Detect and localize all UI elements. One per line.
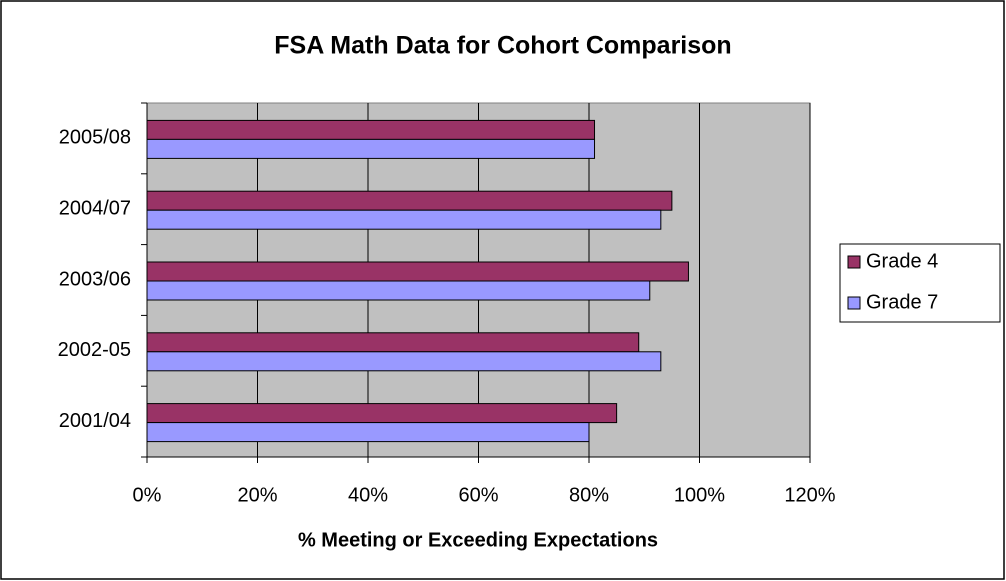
x-tick-label: 60% xyxy=(458,484,498,506)
y-tick-label: 2002-05 xyxy=(58,339,131,361)
x-tick-label: 100% xyxy=(674,484,725,506)
bar xyxy=(146,119,596,140)
bar xyxy=(146,138,596,159)
bar xyxy=(146,422,590,443)
x-tick-label: 80% xyxy=(569,484,609,506)
legend-swatch xyxy=(847,296,861,310)
bar xyxy=(146,403,618,424)
y-tick-label: 2005/08 xyxy=(59,127,131,149)
y-tick-label: 2004/07 xyxy=(59,197,131,219)
legend-box xyxy=(839,243,1001,323)
y-tick-label: 2003/06 xyxy=(59,268,131,290)
x-tick-label: 120% xyxy=(784,484,835,506)
x-axis-label: % Meeting or Exceeding Expectations xyxy=(298,529,658,551)
bar xyxy=(146,190,673,211)
bar xyxy=(146,280,651,301)
bar xyxy=(146,209,662,230)
legend-label: Grade 4 xyxy=(866,250,938,272)
chart-title: FSA Math Data for Cohort Comparison xyxy=(274,32,731,60)
bar xyxy=(146,332,640,353)
legend-label: Grade 7 xyxy=(866,291,938,313)
x-tick-label: 0% xyxy=(133,484,162,506)
x-tick-label: 20% xyxy=(237,484,277,506)
bar xyxy=(146,261,689,282)
bar xyxy=(146,351,662,372)
x-tick-label: 40% xyxy=(348,484,388,506)
y-tick-label: 2001/04 xyxy=(59,410,131,432)
legend-swatch xyxy=(847,255,861,269)
